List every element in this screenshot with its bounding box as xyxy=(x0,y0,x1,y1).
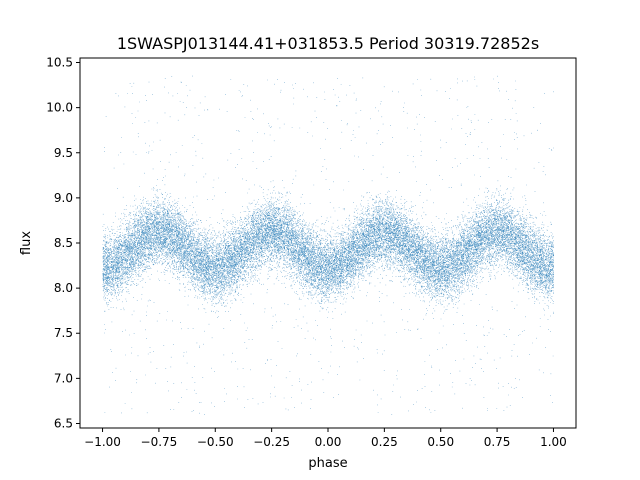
y-tick-label: 9.0 xyxy=(54,191,73,205)
y-axis-label: flux xyxy=(19,231,34,255)
chart-title: 1SWASPJ013144.41+031853.5 Period 30319.7… xyxy=(117,34,539,53)
x-axis-label: phase xyxy=(308,456,347,471)
y-tick-label: 10.0 xyxy=(46,101,73,115)
y-tick-label: 8.5 xyxy=(54,236,73,250)
x-tick-label: −0.75 xyxy=(141,435,178,449)
scatter-points xyxy=(102,75,554,415)
x-tick-label: 0.00 xyxy=(315,435,342,449)
x-tick-label: −0.50 xyxy=(197,435,234,449)
x-tick-label: 0.75 xyxy=(484,435,511,449)
x-tick-label: 0.25 xyxy=(371,435,398,449)
y-tick-label: 7.0 xyxy=(54,371,73,385)
y-axis: 6.5 7.0 7.5 8.0 8.5 9.0 9.5 10.0 10.5 xyxy=(46,56,80,430)
y-tick-label: 10.5 xyxy=(46,56,73,70)
y-tick-label: 8.0 xyxy=(54,281,73,295)
x-axis: −1.00 −0.75 −0.50 −0.25 0.00 0.25 0.50 0.75 1.00 xyxy=(84,428,567,449)
y-tick-label: 6.5 xyxy=(54,416,73,430)
x-tick-label: 0.50 xyxy=(427,435,454,449)
data-points xyxy=(102,75,554,415)
x-tick-label: −1.00 xyxy=(84,435,121,449)
x-tick-label: 1.00 xyxy=(540,435,567,449)
x-tick-label: −0.25 xyxy=(253,435,290,449)
y-tick-label: 7.5 xyxy=(54,326,73,340)
y-tick-label: 9.5 xyxy=(54,146,73,160)
